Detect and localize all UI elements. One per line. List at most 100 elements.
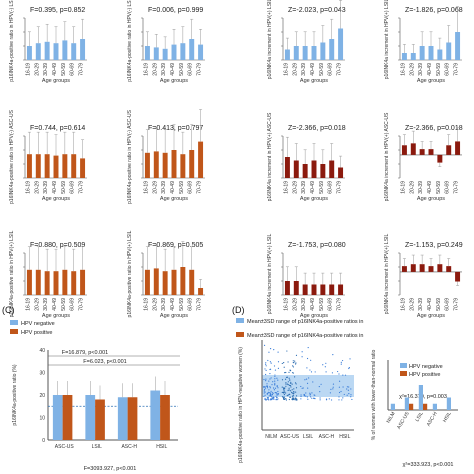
scatter-point xyxy=(304,379,306,381)
x-tick-label: 20-29 xyxy=(34,63,40,76)
scatter-point xyxy=(319,399,321,401)
scatter-point xyxy=(340,361,342,363)
x-tick-label: 30-39 xyxy=(418,63,424,76)
scatter-point xyxy=(344,374,347,376)
bar xyxy=(80,39,86,60)
bar xyxy=(329,284,335,295)
legend-swatch xyxy=(400,363,407,368)
bar xyxy=(446,42,452,60)
bar xyxy=(171,44,177,60)
scatter-point xyxy=(276,399,278,401)
scatter-point xyxy=(291,389,293,391)
scatter-point xyxy=(294,382,297,384)
bar xyxy=(455,32,461,60)
scatter-point xyxy=(312,381,314,383)
bar xyxy=(53,271,59,295)
mini-chart-row3-col3: Z=-1.753, p=0.080 16-19 20-29 30-39 40-49 50-… xyxy=(267,234,346,319)
scatter-point xyxy=(285,392,287,394)
scatter-point xyxy=(267,398,269,400)
stat-label: Z=-2.366, p=0.018 xyxy=(288,125,346,132)
scatter-point xyxy=(273,389,275,391)
scatter-point xyxy=(285,385,287,387)
x-axis-label: Age groups xyxy=(160,313,188,319)
scatter-point xyxy=(283,366,285,368)
scatter-point xyxy=(273,365,276,367)
bar xyxy=(320,42,326,60)
scatter-point xyxy=(266,383,268,385)
scatter-point xyxy=(277,394,279,396)
x-tick-label: 20-29 xyxy=(152,181,158,194)
bar xyxy=(284,49,290,60)
mini-chart-row2-col3: Z=-2.366, p=0.018 16-19 20-29 30-39 40-49 50-… xyxy=(267,112,346,202)
bar xyxy=(35,154,41,178)
x-tick-label: 16-19 xyxy=(400,298,406,311)
x-tick-label: 40-49 xyxy=(170,181,176,194)
scatter-point xyxy=(283,362,285,364)
scatter-point xyxy=(264,386,266,388)
x-tick-label: LSIL xyxy=(92,444,103,450)
scatter-point xyxy=(306,357,309,360)
bar xyxy=(338,284,344,295)
scatter-point xyxy=(330,399,333,401)
stat-label: Z=-2.366, p=0.018 xyxy=(405,125,463,132)
scatter-point xyxy=(306,382,309,384)
scatter-point xyxy=(270,398,272,400)
bar xyxy=(418,385,423,410)
scatter-point xyxy=(277,367,280,369)
x-tick-label: 60-69 xyxy=(328,63,334,76)
scatter-point xyxy=(289,390,292,392)
bar xyxy=(437,154,443,163)
bar xyxy=(390,403,395,410)
x-tick-label: 50-59 xyxy=(436,298,442,311)
x-tick-label: 70-79 xyxy=(454,298,460,311)
bar xyxy=(80,269,86,295)
x-tick-label: 40-49 xyxy=(310,298,316,311)
scatter-point xyxy=(266,387,269,389)
mini-chart-row1-col4: Z=-1.826, p=0.068 16-19 20-29 30-39 40-49 50-… xyxy=(384,0,463,84)
bar xyxy=(26,269,32,295)
scatter-point xyxy=(269,347,272,350)
scatter-point xyxy=(295,391,297,393)
scatter-point xyxy=(292,365,294,367)
scatter-point xyxy=(276,377,278,379)
x-tick-label: 16-19 xyxy=(143,298,149,311)
scatter-point xyxy=(269,372,271,375)
scatter-point xyxy=(290,382,292,385)
scatter-point xyxy=(300,385,302,388)
scatter-point xyxy=(295,354,298,357)
scatter-point xyxy=(264,389,266,391)
x-tick-label: 50-59 xyxy=(319,181,325,194)
scatter-point xyxy=(263,378,265,381)
x-axis-label: Age groups xyxy=(42,196,70,202)
x-tick-label: HSIL xyxy=(156,444,167,450)
scatter-point xyxy=(268,380,270,382)
scatter-point xyxy=(295,383,297,385)
bar xyxy=(338,167,344,178)
bar xyxy=(329,160,335,178)
scatter-point xyxy=(264,397,266,399)
scatter-point xyxy=(289,393,291,396)
x-tick-label: 50-59 xyxy=(319,63,325,76)
x-tick-label: 30-39 xyxy=(43,63,49,76)
scatter-point xyxy=(275,395,277,397)
scatter-point xyxy=(332,388,334,390)
y-tick-label: 10 xyxy=(39,416,45,422)
bar xyxy=(189,269,195,295)
scatter-point xyxy=(274,375,276,378)
scatter-point xyxy=(309,392,311,394)
bar xyxy=(419,46,425,60)
stat-label: F=0.413, p=0.797 xyxy=(148,125,203,132)
scatter-point xyxy=(264,398,266,400)
scatter-point xyxy=(270,394,272,397)
scatter-point xyxy=(340,363,342,365)
scatter-point xyxy=(300,395,302,398)
scatter-point xyxy=(288,398,290,401)
y-axis-label: p16INK4a-positive ratio in HPV(+) LSIL xyxy=(9,230,15,317)
bar xyxy=(401,266,407,272)
scatter-point xyxy=(290,386,292,388)
legend-swatch xyxy=(10,320,18,325)
x-axis-label: Age groups xyxy=(160,196,188,202)
scatter-point xyxy=(275,399,277,401)
y-axis-label: p16INK4a-positive ratio in HPV(-) LSIL xyxy=(127,0,133,82)
scatter-point xyxy=(289,370,292,372)
